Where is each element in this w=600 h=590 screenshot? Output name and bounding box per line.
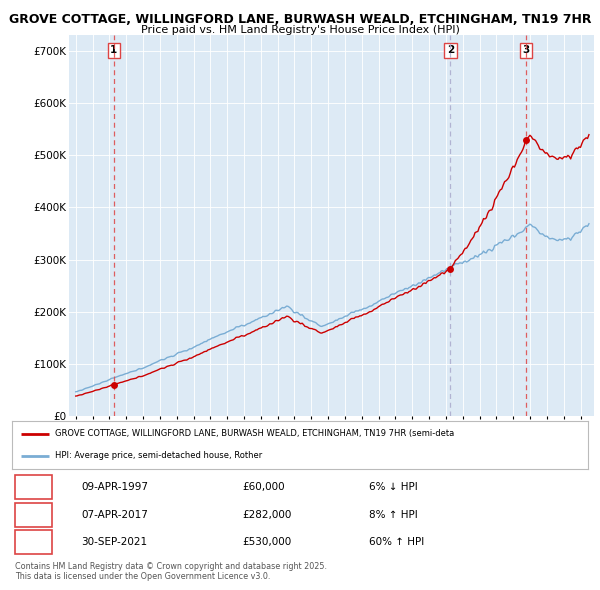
- Text: 2: 2: [447, 45, 454, 55]
- Text: 6% ↓ HPI: 6% ↓ HPI: [369, 483, 418, 493]
- Text: 3: 3: [29, 536, 38, 549]
- Text: 2: 2: [29, 508, 38, 522]
- Text: £282,000: £282,000: [242, 510, 292, 520]
- Text: 1: 1: [29, 481, 38, 494]
- Text: GROVE COTTAGE, WILLINGFORD LANE, BURWASH WEALD, ETCHINGHAM, TN19 7HR (semi-deta: GROVE COTTAGE, WILLINGFORD LANE, BURWASH…: [55, 430, 454, 438]
- Text: £60,000: £60,000: [242, 483, 285, 493]
- Text: 60% ↑ HPI: 60% ↑ HPI: [369, 537, 424, 547]
- Text: 8% ↑ HPI: 8% ↑ HPI: [369, 510, 418, 520]
- Text: Price paid vs. HM Land Registry's House Price Index (HPI): Price paid vs. HM Land Registry's House …: [140, 25, 460, 35]
- Text: 1: 1: [110, 45, 118, 55]
- FancyBboxPatch shape: [15, 476, 52, 499]
- Text: Contains HM Land Registry data © Crown copyright and database right 2025.
This d: Contains HM Land Registry data © Crown c…: [15, 562, 327, 581]
- Text: 07-APR-2017: 07-APR-2017: [81, 510, 148, 520]
- Text: 09-APR-1997: 09-APR-1997: [81, 483, 148, 493]
- Text: £530,000: £530,000: [242, 537, 292, 547]
- Text: GROVE COTTAGE, WILLINGFORD LANE, BURWASH WEALD, ETCHINGHAM, TN19 7HR: GROVE COTTAGE, WILLINGFORD LANE, BURWASH…: [9, 13, 591, 26]
- Text: HPI: Average price, semi-detached house, Rother: HPI: Average price, semi-detached house,…: [55, 451, 262, 460]
- Text: 3: 3: [522, 45, 529, 55]
- Text: 30-SEP-2021: 30-SEP-2021: [81, 537, 147, 547]
- FancyBboxPatch shape: [15, 503, 52, 527]
- FancyBboxPatch shape: [15, 530, 52, 554]
